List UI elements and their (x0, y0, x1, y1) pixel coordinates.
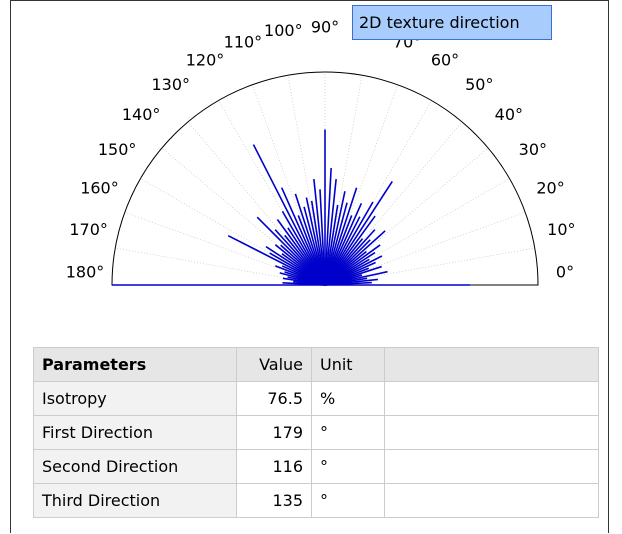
direction-ray (324, 167, 332, 286)
angle-tick-label: 10° (547, 220, 575, 239)
direction-ray (280, 187, 326, 286)
angle-tick-label: 100° (264, 21, 303, 40)
angle-tick-label: 20° (536, 179, 564, 198)
grid-line (115, 247, 326, 286)
angle-tick-label: 120° (186, 50, 225, 69)
angle-tick-label: 110° (224, 32, 263, 51)
grid-line (324, 178, 510, 286)
table-cell (384, 415, 599, 450)
direction-ray (324, 191, 346, 286)
angle-tick-label: 60° (431, 50, 459, 69)
direction-ray (319, 189, 326, 286)
table-cell (384, 449, 599, 484)
table-cell: 116 (236, 449, 312, 484)
frame (10, 0, 609, 533)
header-row: Parameters Value Unit (33, 347, 599, 382)
angle-tick-label: 170° (69, 220, 108, 239)
table-cell: 135 (236, 483, 312, 518)
table-row: Second Direction 116 ° (33, 449, 599, 484)
angle-tick-label: 150° (98, 140, 137, 159)
table-cell: 179 (236, 415, 312, 450)
direction-ray (256, 216, 326, 286)
angle-tick-label: 0° (556, 263, 574, 282)
angle-tick-label: 130° (151, 75, 190, 94)
grid-line (140, 178, 326, 286)
table-cell: 76.5 (236, 381, 312, 416)
direction-ray (252, 144, 326, 286)
direction-ray (324, 201, 374, 286)
angle-tick-label: 90° (311, 18, 339, 37)
grid-line (324, 247, 535, 286)
table-cell: Isotropy (33, 381, 237, 416)
table-cell: ° (311, 449, 385, 484)
direction-ray (324, 180, 393, 286)
angle-tick-label: 160° (80, 179, 119, 198)
table-row: Third Direction 135 ° (33, 483, 599, 518)
table-cell: Third Direction (33, 483, 237, 518)
header-cell: Unit (311, 347, 385, 382)
table-cell: ° (311, 415, 385, 450)
polar-frame (111, 71, 539, 286)
grid-line (324, 147, 489, 286)
header-cell: Value (236, 347, 312, 382)
direction-ray (324, 178, 337, 286)
grid-line (324, 121, 463, 286)
direction-ray (294, 193, 326, 286)
grid-line (324, 84, 399, 286)
table-cell: ° (311, 483, 385, 518)
grid-line (324, 100, 432, 286)
grid-line (161, 147, 326, 286)
grid-line (218, 100, 326, 286)
table-row: First Direction 179 ° (33, 415, 599, 450)
direction-ray (227, 234, 326, 286)
angle-tick-label: 40° (495, 105, 523, 124)
grid-line (251, 84, 326, 286)
table-cell: % (311, 381, 385, 416)
table-cell (384, 381, 599, 416)
grid-line (324, 75, 363, 286)
angle-tick-label: 30° (519, 140, 547, 159)
chart-title: 2D texture direction (352, 5, 552, 40)
grid-line (124, 211, 326, 286)
angle-tick-label: 180° (66, 263, 105, 282)
grid-line (287, 75, 326, 286)
angle-tick-label: 140° (122, 105, 161, 124)
header-cell (384, 347, 599, 382)
direction-ray (313, 178, 326, 286)
parameters-table: Parameters Value Unit Isotropy 76.5% First… (33, 347, 599, 518)
direction-ray (324, 187, 358, 286)
grid-line (187, 121, 326, 286)
table-cell: First Direction (33, 415, 237, 450)
angle-tick-label: 50° (465, 75, 493, 94)
header-cell: Parameters (33, 347, 237, 382)
table-cell: Second Direction (33, 449, 237, 484)
table-row: Isotropy 76.5% (33, 381, 599, 416)
table-cell (384, 483, 599, 518)
grid-line (324, 211, 526, 286)
